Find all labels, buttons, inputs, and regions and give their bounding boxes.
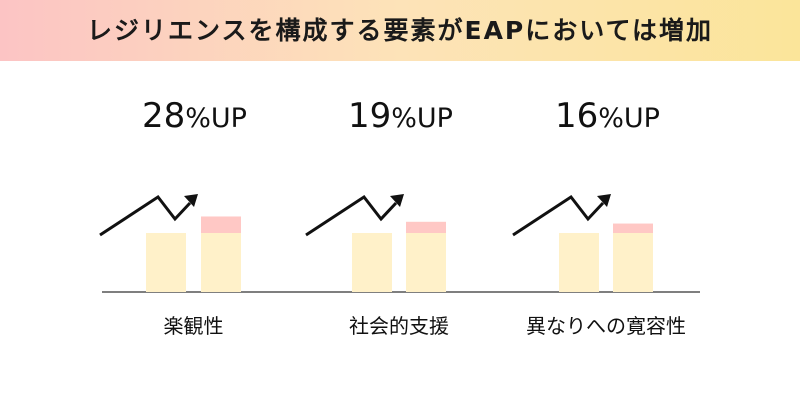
base-bar bbox=[352, 233, 392, 292]
category-label: 楽観性 bbox=[164, 314, 224, 338]
comparison-bar-base-portion bbox=[201, 233, 241, 292]
comparison-bar-increase-portion bbox=[406, 221, 446, 233]
bar-chart: 28%UP 楽観性 19%UP 社会的支援 16%UP 異なりへの寛容性 bbox=[99, 96, 700, 338]
trend-arrowhead-icon bbox=[184, 194, 198, 207]
trend-arrow-icon bbox=[512, 194, 605, 237]
trend-arrowhead-icon bbox=[390, 194, 404, 207]
comparison-bar-increase-portion bbox=[613, 223, 653, 233]
increase-label: 16%UP bbox=[555, 96, 660, 136]
category-label: 社会的支援 bbox=[349, 314, 449, 338]
trend-arrow-icon bbox=[305, 194, 398, 237]
increase-label: 19%UP bbox=[348, 96, 453, 136]
title-banner bbox=[0, 0, 800, 61]
comparison-bar-increase-portion bbox=[201, 216, 241, 233]
base-bar bbox=[146, 233, 186, 292]
increase-label: 28%UP bbox=[142, 96, 247, 136]
comparison-bar-base-portion bbox=[613, 233, 653, 292]
trend-arrowhead-icon bbox=[597, 194, 611, 207]
page-title: レジリエンスを構成する要素がEAPにおいては増加 bbox=[86, 16, 713, 45]
category-label: 異なりへの寛容性 bbox=[526, 314, 686, 338]
trend-arrow-icon bbox=[99, 194, 192, 237]
comparison-bar-base-portion bbox=[406, 233, 446, 292]
base-bar bbox=[559, 233, 599, 292]
